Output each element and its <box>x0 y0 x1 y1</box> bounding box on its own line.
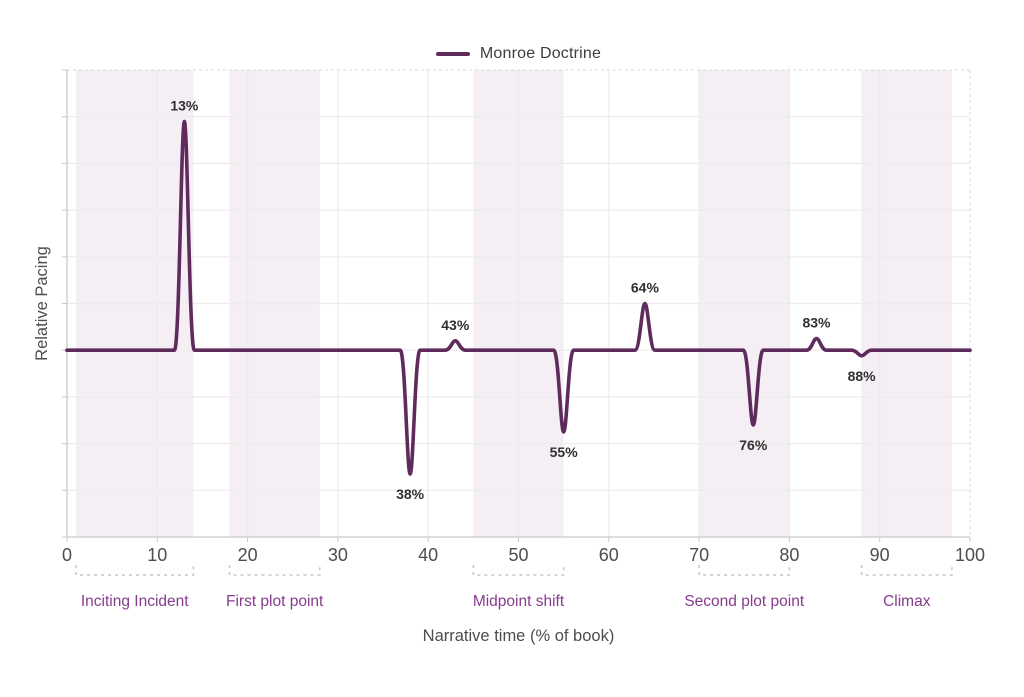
x-axis-title: Narrative time (% of book) <box>423 627 615 645</box>
x-tick-label-20: 20 <box>238 545 258 565</box>
legend-label: Monroe Doctrine <box>479 45 602 62</box>
x-tick-label-40: 40 <box>418 545 438 565</box>
y-axis-title: Relative Pacing <box>33 246 51 361</box>
beat-bracket-second-plot-point <box>698 565 791 576</box>
beat-label-first-plot-point: First plot point <box>226 593 324 610</box>
beat-bracket-midpoint-shift <box>472 565 565 576</box>
legend-line-swatch <box>435 52 470 56</box>
point-label-43: 43% <box>441 317 470 333</box>
x-tick-label-60: 60 <box>599 545 619 565</box>
beat-label-inciting-incident: Inciting Incident <box>81 593 189 610</box>
x-tick-label-30: 30 <box>328 545 348 565</box>
beat-bracket-first-plot-point <box>228 565 321 576</box>
axes: 0 10 20 30 40 50 60 70 80 90 100 <box>62 69 985 565</box>
x-tick-label-90: 90 <box>870 545 890 565</box>
legend: Monroe Doctrine <box>67 43 970 65</box>
legend-item-monroe-doctrine[interactable]: Monroe Doctrine <box>435 45 602 63</box>
beat-bracket-climax <box>860 565 953 576</box>
point-label-55: 55% <box>550 444 579 460</box>
point-labels: 13% 38% 43% 55% 64% 76% 83% 88% <box>170 97 876 502</box>
point-label-88: 88% <box>848 368 877 384</box>
gridlines <box>67 70 970 537</box>
x-tick-label-100: 100 <box>955 545 985 565</box>
beat-label-second-plot-point: Second plot point <box>684 593 804 610</box>
point-label-83: 83% <box>802 315 831 331</box>
story-beats: Inciting Incident First plot point Midpoin… <box>75 565 953 610</box>
x-tick-label-10: 10 <box>147 545 167 565</box>
point-label-13: 13% <box>170 97 199 113</box>
x-tick-label-50: 50 <box>508 545 528 565</box>
x-tick-label-80: 80 <box>779 545 799 565</box>
beat-label-midpoint-shift: Midpoint shift <box>473 593 565 610</box>
point-label-64: 64% <box>631 280 660 296</box>
point-label-38: 38% <box>396 486 425 502</box>
beat-label-climax: Climax <box>883 593 931 610</box>
beat-bracket-inciting-incident <box>75 565 195 576</box>
point-label-76: 76% <box>739 437 768 453</box>
x-tick-label-70: 70 <box>689 545 709 565</box>
x-tick-label-0: 0 <box>62 545 72 565</box>
series-line-monroe-doctrine <box>65 119 972 476</box>
